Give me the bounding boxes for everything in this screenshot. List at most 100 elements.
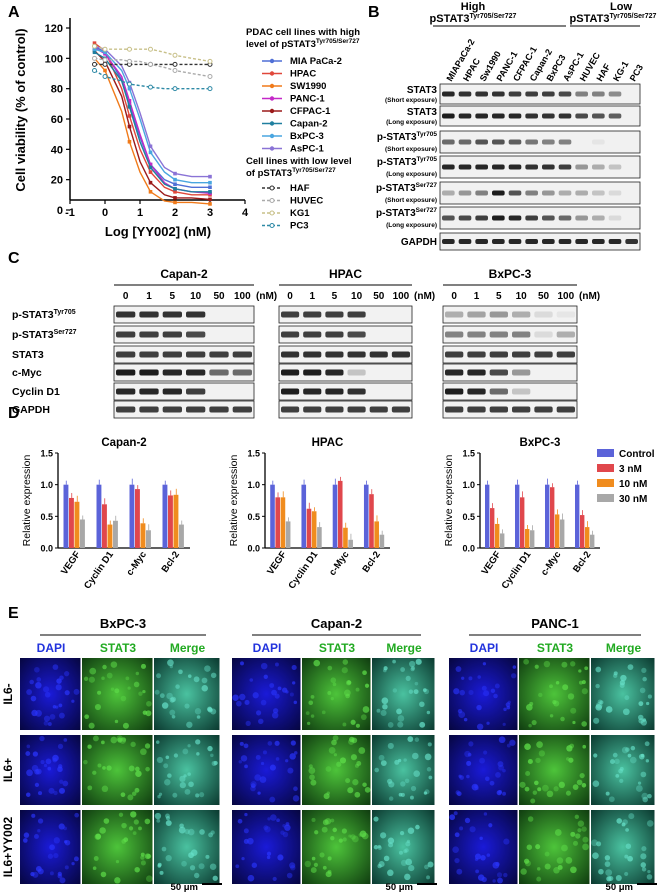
e-cell [140,860,146,866]
e-cell [59,877,66,884]
e-cell [479,757,485,764]
c-band [347,331,366,338]
e-cell [453,811,458,816]
d-bar [129,484,135,548]
d-y-axis-label: Relative expression [21,455,33,547]
a-legend-label: MIA PaCa-2 [290,56,342,67]
e-cell [62,780,69,787]
e-cell [101,785,109,793]
c-cell-line-title: HPAC [329,267,362,281]
e-cell [25,751,31,756]
a-point [92,43,97,49]
b-band [542,113,555,119]
e-condition-label: IL6+ [1,758,15,782]
c-band [281,351,300,358]
e-cell [57,873,63,879]
e-cell [641,846,647,852]
a-point [208,190,212,194]
e-cell [640,771,647,778]
e-cell [332,682,337,687]
a-point [127,139,132,144]
a-point [92,50,97,55]
a-curve-kg1 [94,45,211,63]
e-cell [619,680,626,686]
e-cell [187,828,195,836]
c-band [347,388,366,395]
c-band [162,388,182,395]
e-cell [621,822,626,827]
e-cell [498,764,505,771]
e-cell [311,856,316,861]
d-legend-swatch [597,494,614,502]
e-cell [526,844,533,850]
e-cell [330,677,337,684]
b-band [492,164,505,170]
e-cell [413,770,420,777]
e-cell [568,757,574,763]
a-curve-bxpc-3 [94,48,210,184]
e-cell [565,790,571,796]
e-cell [123,837,129,843]
e-cell [121,737,127,742]
e-cell [209,863,217,870]
a-legend-marker [269,223,275,228]
b-band [442,215,455,221]
c-band [162,406,182,413]
e-cell [570,831,576,837]
e-channel-label: Merge [606,641,642,655]
c-blot-strip [113,363,255,382]
e-cell [47,853,54,859]
e-cell [157,794,161,799]
e-cell [572,720,576,725]
e-cell [106,765,112,771]
e-cell [277,686,282,691]
d-bar [69,497,74,548]
c-band [232,351,252,358]
e-cell [101,676,105,681]
e-cell [308,767,316,774]
e-cell [400,667,406,672]
e-scale-label: 50 μm [606,882,633,893]
e-cell [535,757,541,764]
e-cell [29,679,34,685]
c-band [325,369,344,376]
e-cell [400,781,406,787]
b-band [558,215,572,221]
western-blot-panel-b: High pSTAT3Tyr705/Ser727 Low pSTAT3Tyr70… [376,1,657,251]
a-point [126,81,132,87]
d-y-tick-label: 0.0 [40,544,53,554]
e-cell [289,692,294,697]
e-cell [212,875,218,881]
e-cell [404,778,410,784]
a-point [102,74,108,80]
c-row-label: p-STAT3Tyr705 [12,309,76,321]
e-micrograph-tile [302,658,371,730]
e-channel-label: STAT3 [100,641,137,655]
e-cell [480,855,486,861]
c-band [162,331,182,338]
c-band [116,369,136,376]
b-band [525,215,538,221]
e-cell [454,832,460,838]
c-band [556,351,575,358]
e-cell [364,787,371,793]
e-cell [244,812,248,817]
b-band [475,164,488,170]
e-cell [207,706,213,712]
e-cell [419,701,425,708]
b-band [575,239,588,244]
e-cell [269,796,276,803]
e-cell [63,738,68,742]
e-cell [179,775,186,782]
e-cell [604,861,611,867]
e-cell [83,676,89,681]
e-cell [641,792,649,800]
e-cell [110,687,115,691]
e-cell [476,723,484,730]
e-channel-label: DAPI [253,641,282,655]
e-cell [461,676,465,680]
c-band [489,331,508,338]
c-band [325,331,344,338]
e-cell [523,658,530,665]
e-cell [415,658,422,665]
